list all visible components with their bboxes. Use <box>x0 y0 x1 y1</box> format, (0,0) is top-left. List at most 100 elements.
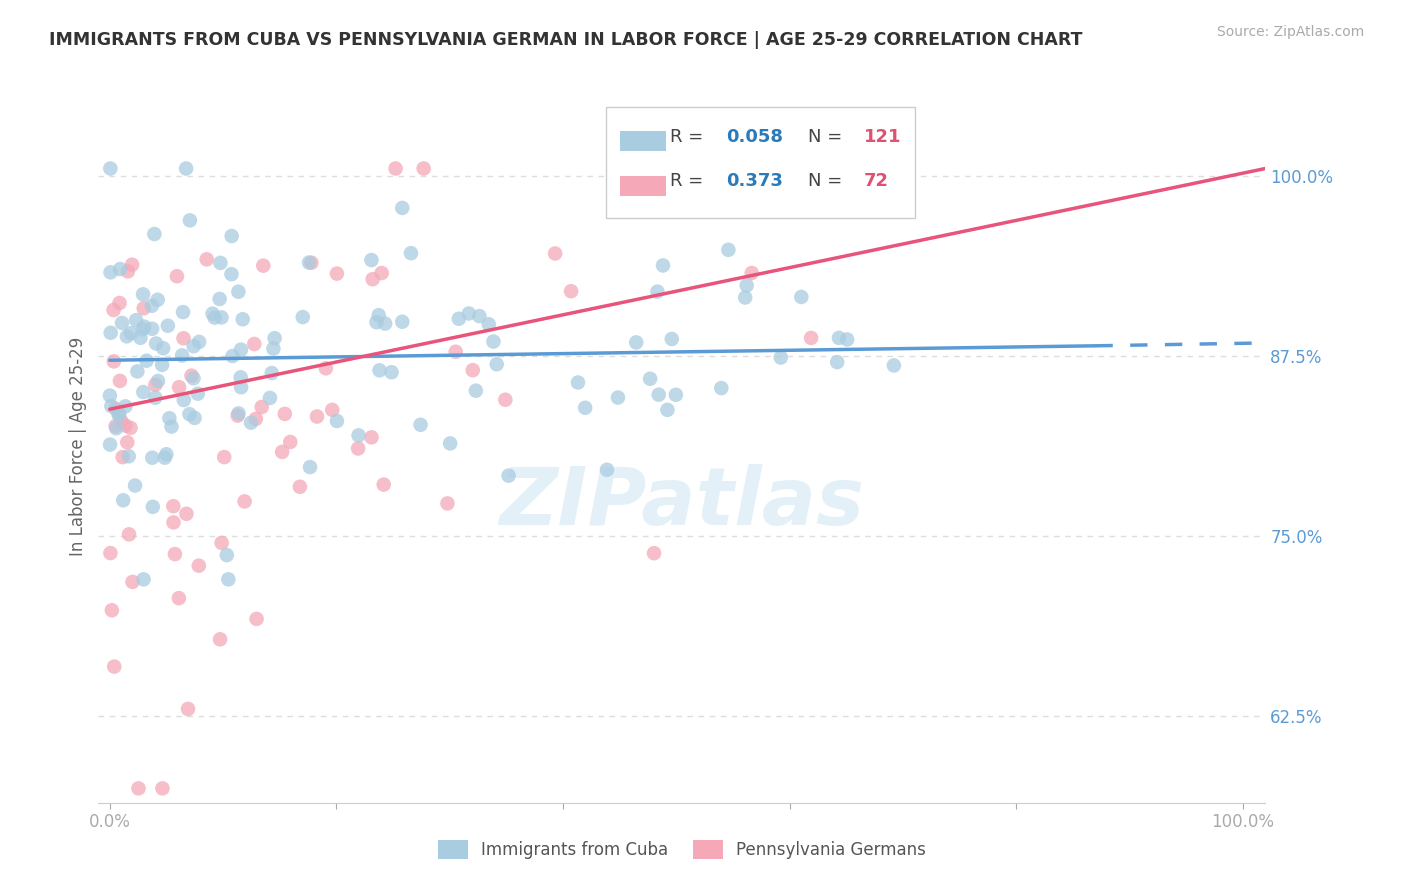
Point <box>299 256 322 270</box>
Text: R =: R = <box>671 172 709 190</box>
Point <box>188 334 211 349</box>
Point <box>647 285 669 299</box>
Point <box>209 256 232 270</box>
Point <box>145 377 167 392</box>
Point <box>108 407 131 421</box>
Point <box>366 315 388 329</box>
Point <box>544 246 567 260</box>
Point <box>150 358 173 372</box>
Point <box>156 318 179 333</box>
Point <box>370 266 392 280</box>
Point <box>180 368 202 383</box>
Point <box>172 348 194 362</box>
Point <box>163 547 186 561</box>
Point <box>278 434 301 449</box>
Point <box>167 380 190 394</box>
Point <box>825 355 848 369</box>
Point <box>114 400 136 414</box>
Text: R =: R = <box>671 128 709 146</box>
Point <box>412 161 434 176</box>
Point <box>143 227 166 241</box>
Text: Source: ZipAtlas.com: Source: ZipAtlas.com <box>1216 25 1364 39</box>
Point <box>837 333 859 347</box>
Point <box>384 161 406 176</box>
Point <box>245 612 267 626</box>
Point <box>183 339 205 353</box>
FancyBboxPatch shape <box>606 107 915 218</box>
Point <box>132 385 155 400</box>
Point <box>208 292 231 306</box>
Point <box>657 402 679 417</box>
Point <box>166 269 188 284</box>
Point <box>221 229 243 244</box>
Point <box>262 342 284 356</box>
Point <box>127 781 149 796</box>
Point <box>233 494 256 508</box>
Point <box>439 436 461 450</box>
Legend: Immigrants from Cuba, Pennsylvania Germans: Immigrants from Cuba, Pennsylvania Germa… <box>430 833 934 866</box>
Point <box>115 329 138 343</box>
Point <box>152 341 174 355</box>
Point <box>226 409 249 423</box>
Point <box>643 546 665 560</box>
Point <box>647 387 669 401</box>
Point <box>735 278 758 293</box>
Point <box>725 190 748 204</box>
Point <box>100 265 122 279</box>
Point <box>794 161 817 176</box>
Point <box>229 370 252 384</box>
Point <box>127 364 149 378</box>
Bar <box>620 176 666 195</box>
Point <box>155 447 177 461</box>
Text: ZIPatlas: ZIPatlas <box>499 464 865 542</box>
Point <box>143 391 166 405</box>
Point <box>217 572 239 586</box>
Point <box>245 412 267 426</box>
Point <box>132 572 155 586</box>
Point <box>177 702 200 716</box>
Point <box>368 363 391 377</box>
Point <box>103 354 125 368</box>
Point <box>201 307 224 321</box>
Point <box>187 386 209 401</box>
Point <box>560 284 582 298</box>
Point <box>444 344 467 359</box>
Point <box>326 414 349 428</box>
Point <box>100 399 122 413</box>
Point <box>212 450 235 464</box>
Point <box>111 450 134 464</box>
Point <box>98 161 121 176</box>
Point <box>103 659 125 673</box>
Point <box>114 418 136 433</box>
Point <box>100 326 122 340</box>
Point <box>142 500 165 514</box>
Point <box>179 213 201 227</box>
Point <box>360 253 382 268</box>
Text: N =: N = <box>808 128 848 146</box>
Point <box>107 408 129 422</box>
Point <box>817 176 839 190</box>
Point <box>183 411 205 425</box>
Point <box>146 374 169 388</box>
Point <box>141 450 163 465</box>
Point <box>121 258 143 272</box>
Point <box>157 411 180 425</box>
Point <box>176 507 198 521</box>
Point <box>409 417 432 432</box>
Point <box>478 318 501 332</box>
Point <box>232 312 254 326</box>
Point <box>734 291 756 305</box>
Point <box>172 305 194 319</box>
Point <box>710 381 733 395</box>
Point <box>221 349 243 363</box>
Point <box>174 161 197 176</box>
Point <box>135 353 157 368</box>
Point <box>367 308 389 322</box>
Point <box>120 421 142 435</box>
Point <box>252 259 274 273</box>
Point <box>250 400 273 414</box>
Point <box>160 419 183 434</box>
Point <box>274 407 297 421</box>
Point <box>100 546 122 560</box>
Point <box>173 331 195 345</box>
